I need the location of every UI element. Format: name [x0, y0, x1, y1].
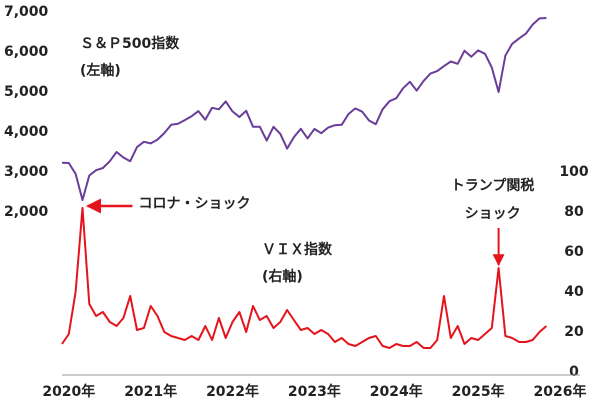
y-tick-label: 2,000 — [4, 204, 49, 220]
y2-tick-label: 80 — [564, 204, 584, 220]
y-tick-label: 4,000 — [4, 124, 49, 140]
series-label: Ｓ＆Ｐ500指数 — [80, 35, 180, 52]
y2-tick-label: 40 — [564, 284, 584, 300]
series-axis-note: (右軸) — [262, 268, 303, 285]
series-line — [61, 207, 548, 349]
x-tick-label: 2023年 — [288, 383, 341, 400]
annotation-text: ショック — [465, 206, 521, 222]
annotation-text: コロナ・ショック — [138, 196, 250, 212]
y-tick-label: 5,000 — [4, 84, 49, 100]
y-tick-label: 6,000 — [4, 44, 49, 60]
x-tick-label: 2021年 — [124, 383, 177, 400]
y-tick-label: 7,000 — [4, 4, 49, 20]
series-axis-note: (左軸) — [80, 62, 121, 79]
y2-tick-label: 100 — [559, 164, 588, 180]
series-line — [61, 17, 547, 201]
y2-tick-label: 60 — [564, 244, 584, 260]
x-tick-label: 2020年 — [42, 383, 95, 400]
annotation-text: トランプ関税 — [451, 177, 535, 194]
x-tick-label: 2024年 — [370, 383, 423, 400]
series-label: ＶＩＸ指数 — [262, 241, 333, 258]
y2-tick-label: 20 — [564, 324, 584, 340]
y-tick-label: 3,000 — [4, 164, 49, 180]
x-tick-label: 2022年 — [206, 383, 259, 400]
x-tick-label: 2026年 — [534, 383, 587, 400]
y2-tick-label: 0 — [569, 364, 579, 380]
x-tick-label: 2025年 — [452, 383, 505, 400]
